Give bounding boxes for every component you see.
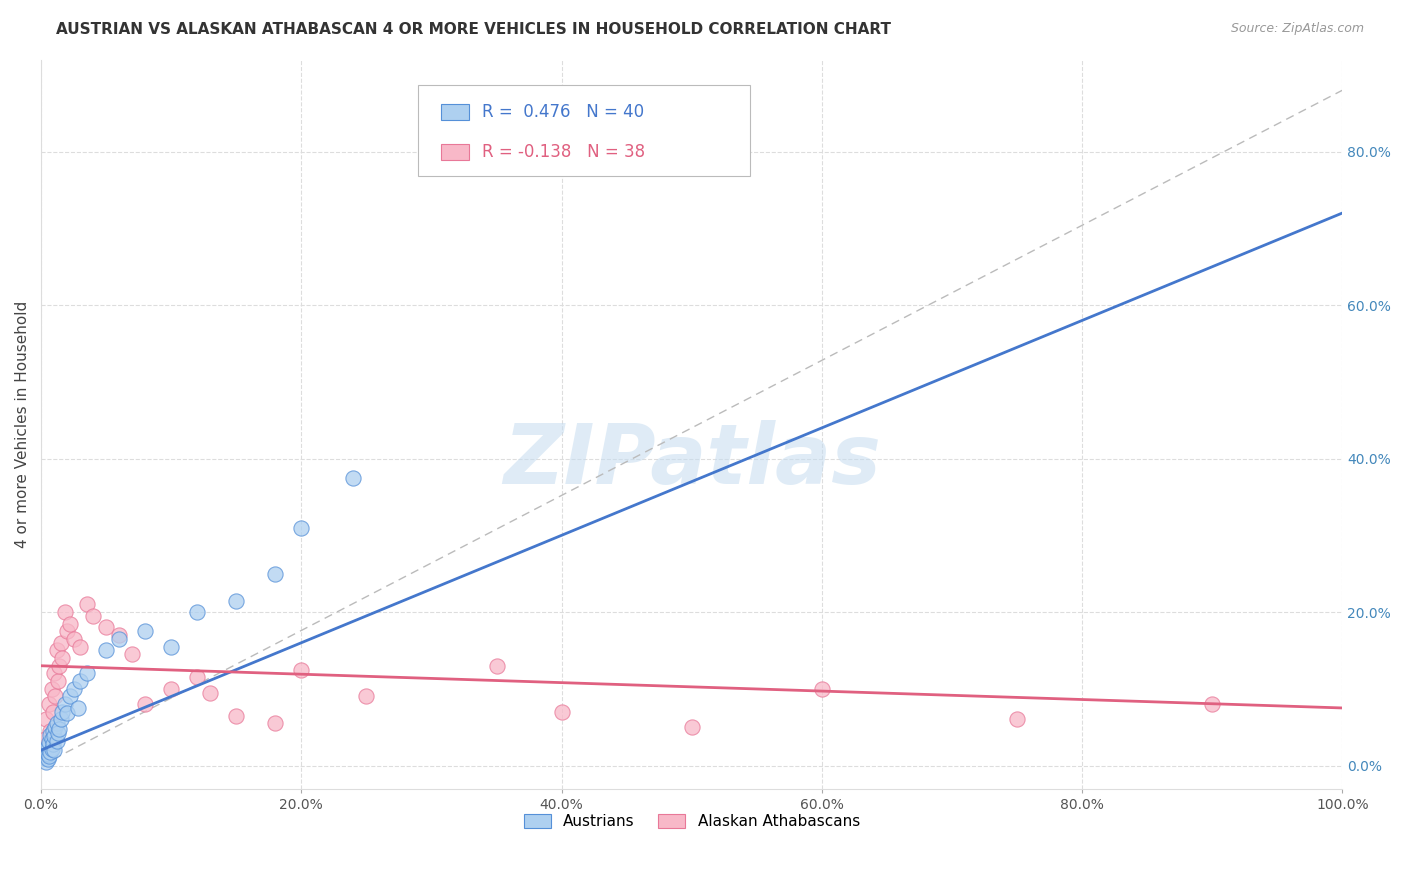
Point: [37, 739, 59, 754]
Text: ZIPatlas: ZIPatlas: [503, 420, 880, 501]
Point: [42, 666, 65, 681]
Point: [39, 723, 62, 738]
Text: R =  0.476   N = 40: R = 0.476 N = 40: [482, 103, 644, 121]
Y-axis label: 4 or more Vehicles in Household: 4 or more Vehicles in Household: [15, 301, 30, 548]
Point: [41, 731, 63, 746]
Point: [62, 632, 84, 646]
Point: [485, 658, 508, 673]
Point: [96, 643, 118, 657]
Point: [37, 739, 59, 754]
Point: [37, 752, 59, 766]
Point: [290, 521, 312, 535]
Point: [76, 598, 98, 612]
Point: [186, 670, 208, 684]
Point: [96, 620, 118, 634]
Point: [53, 605, 76, 619]
Point: [134, 624, 156, 639]
Point: [42, 723, 65, 738]
Point: [48, 658, 70, 673]
Point: [264, 566, 287, 581]
Point: [38, 697, 60, 711]
Point: [69, 674, 91, 689]
Point: [681, 720, 703, 734]
Point: [225, 593, 247, 607]
Point: [44, 720, 66, 734]
Point: [550, 705, 572, 719]
Point: [59, 690, 82, 704]
Point: [160, 681, 183, 696]
Point: [37, 747, 59, 761]
Point: [39, 745, 62, 759]
Point: [810, 681, 832, 696]
Point: [62, 681, 84, 696]
Point: [66, 701, 89, 715]
FancyBboxPatch shape: [440, 104, 470, 120]
Point: [356, 690, 378, 704]
Point: [82, 608, 104, 623]
Point: [45, 643, 67, 657]
Point: [69, 640, 91, 654]
Point: [39, 728, 62, 742]
Point: [76, 666, 98, 681]
Point: [41, 681, 63, 696]
Text: AUSTRIAN VS ALASKAN ATHABASCAN 4 OR MORE VEHICLES IN HOUSEHOLD CORRELATION CHART: AUSTRIAN VS ALASKAN ATHABASCAN 4 OR MORE…: [56, 22, 891, 37]
Point: [45, 716, 67, 731]
Point: [49, 636, 72, 650]
Point: [38, 735, 60, 749]
Point: [290, 663, 312, 677]
Point: [108, 632, 131, 646]
Point: [49, 713, 72, 727]
Point: [46, 726, 69, 740]
Point: [48, 722, 70, 736]
Point: [42, 705, 65, 719]
Point: [200, 685, 222, 699]
Point: [51, 651, 73, 665]
Point: [108, 628, 131, 642]
Point: [44, 690, 66, 704]
Point: [59, 616, 82, 631]
Point: [35, 713, 58, 727]
Point: [56, 706, 79, 721]
Point: [512, 129, 534, 144]
Point: [45, 734, 67, 748]
Point: [56, 624, 79, 639]
Text: Source: ZipAtlas.com: Source: ZipAtlas.com: [1230, 22, 1364, 36]
Point: [1005, 713, 1028, 727]
Legend: Austrians, Alaskan Athabascans: Austrians, Alaskan Athabascans: [517, 808, 866, 836]
Point: [46, 674, 69, 689]
Point: [53, 697, 76, 711]
Point: [41, 741, 63, 756]
Point: [264, 716, 287, 731]
Point: [34, 751, 56, 765]
Point: [225, 708, 247, 723]
Point: [42, 737, 65, 751]
Point: [34, 731, 56, 746]
Point: [1201, 697, 1223, 711]
Point: [35, 755, 58, 769]
Point: [342, 471, 364, 485]
Text: R = -0.138   N = 38: R = -0.138 N = 38: [482, 143, 645, 161]
Point: [121, 647, 143, 661]
Point: [38, 749, 60, 764]
Point: [34, 743, 56, 757]
Point: [42, 743, 65, 757]
FancyBboxPatch shape: [419, 85, 751, 177]
Point: [186, 605, 208, 619]
FancyBboxPatch shape: [440, 144, 470, 160]
Point: [42, 730, 65, 744]
Point: [51, 705, 73, 719]
Point: [134, 697, 156, 711]
Point: [160, 640, 183, 654]
